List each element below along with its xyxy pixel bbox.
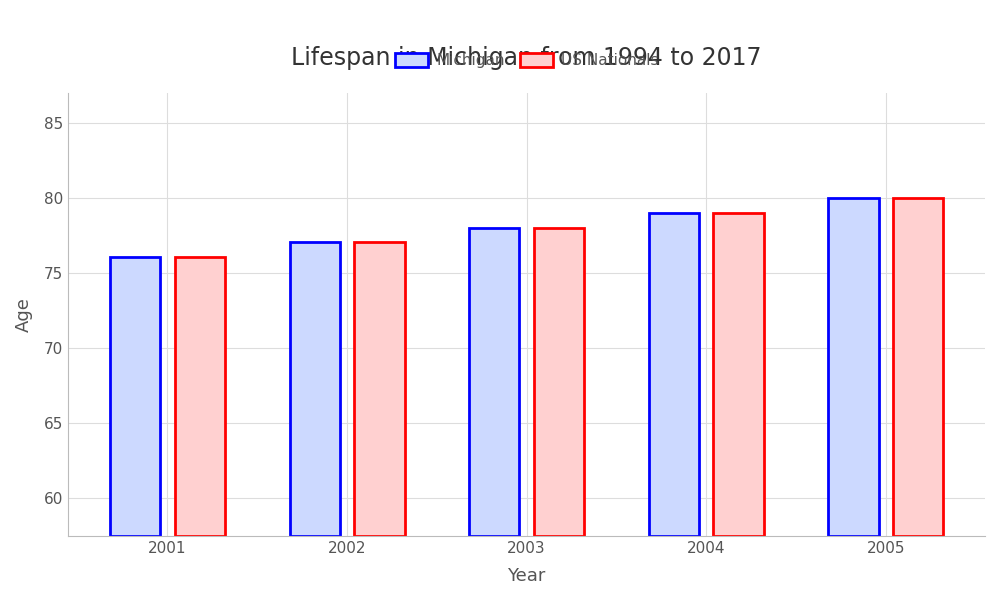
Bar bbox=[290, 242, 340, 536]
Bar bbox=[354, 242, 405, 536]
Bar bbox=[469, 228, 519, 536]
Bar bbox=[713, 213, 764, 536]
Title: Lifespan in Michigan from 1994 to 2017: Lifespan in Michigan from 1994 to 2017 bbox=[291, 46, 762, 70]
Bar bbox=[534, 228, 584, 536]
X-axis label: Year: Year bbox=[507, 567, 546, 585]
Bar bbox=[893, 198, 943, 536]
Y-axis label: Age: Age bbox=[15, 297, 33, 332]
Bar bbox=[828, 198, 879, 536]
Bar bbox=[110, 257, 160, 536]
Bar bbox=[649, 213, 699, 536]
Bar bbox=[175, 257, 225, 536]
Legend: Michigan, US Nationals: Michigan, US Nationals bbox=[389, 47, 665, 74]
